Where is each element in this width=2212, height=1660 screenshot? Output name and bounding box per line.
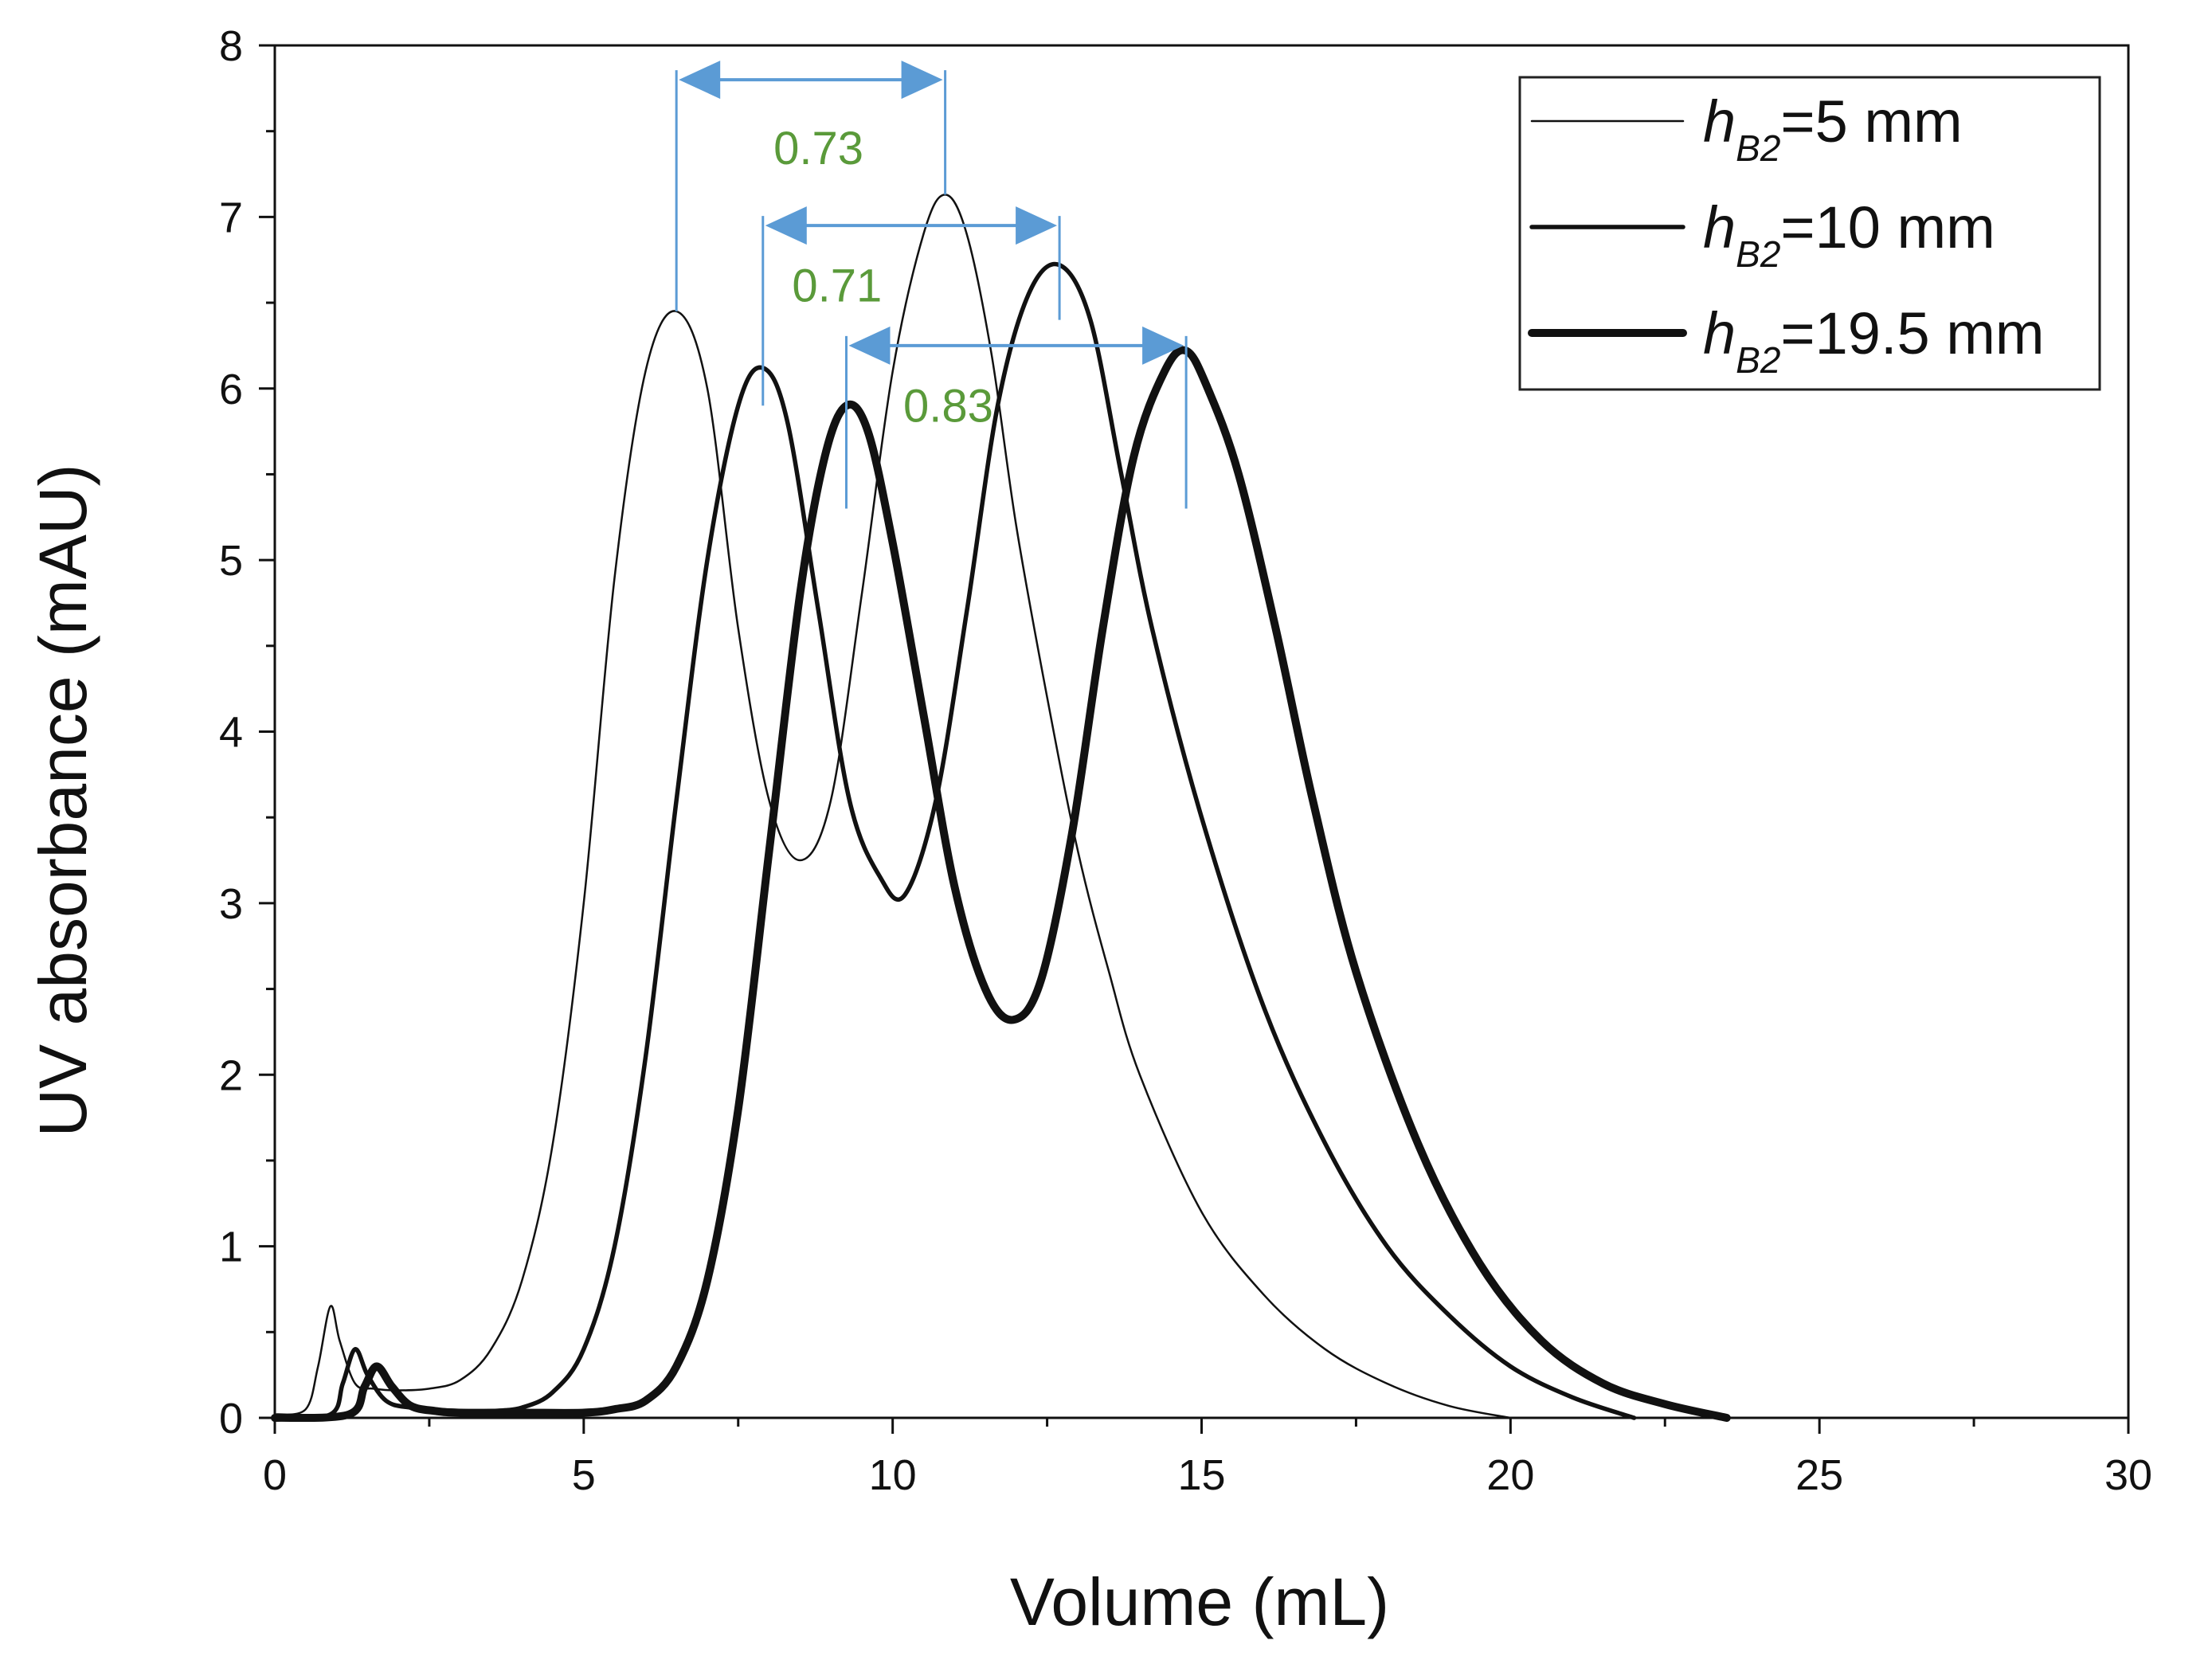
annotation-label: 0.71	[792, 260, 882, 312]
legend-label-subscript: B2	[1736, 233, 1780, 275]
peak-spacing-annotation: 0.71	[761, 206, 1061, 406]
peak-annotations: 0.73 0.71 0.83	[675, 61, 1188, 509]
x-tick-label: 5	[572, 1451, 596, 1499]
y-tick-label: 6	[219, 366, 243, 413]
x-tick-label: 10	[869, 1451, 917, 1499]
y-tick-label: 4	[219, 709, 243, 757]
y-tick-label: 3	[219, 880, 243, 928]
annotation-left-arrowhead	[765, 206, 807, 245]
legend-label-value: =10 mm	[1780, 194, 1995, 260]
y-tick-label: 1	[219, 1223, 243, 1271]
legend-label: hB2=19.5 mm	[1703, 300, 2045, 381]
annotation-left-arrowhead	[848, 326, 891, 365]
annotation-left-arrowhead	[679, 61, 721, 100]
legend-entry: hB2=10 mm	[1529, 194, 1995, 275]
annotation-label: 0.73	[773, 123, 863, 174]
x-tick-label: 30	[2104, 1451, 2152, 1499]
y-tick-label: 8	[219, 22, 243, 70]
legend-label-subscript: B2	[1736, 339, 1780, 381]
peak-spacing-annotation: 0.73	[675, 61, 947, 311]
y-tick-label: 2	[219, 1051, 243, 1099]
legend-label: hB2=5 mm	[1703, 88, 1963, 169]
axes: 0 5 10 15 20 25 30 0 1 2 3 4 5 6 7 8	[219, 22, 2152, 1499]
legend-entry: hB2=19.5 mm	[1528, 300, 2045, 381]
annotation-right-arrowhead	[1142, 326, 1184, 365]
series-curves	[271, 194, 1731, 1423]
annotation-right-arrowhead	[1016, 206, 1058, 245]
peak-spacing-annotation: 0.83	[844, 326, 1188, 509]
series-line-19-5mm	[271, 346, 1731, 1423]
legend-label-symbol: h	[1703, 300, 1736, 366]
x-axis-title: Volume (mL)	[1010, 1564, 1389, 1639]
series-line-5mm	[273, 194, 1512, 1419]
legend-label-symbol: h	[1703, 194, 1736, 260]
legend-label-subscript: B2	[1736, 127, 1780, 169]
x-tick-label: 25	[1795, 1451, 1843, 1499]
legend-label: hB2=10 mm	[1703, 194, 1995, 275]
x-tick-label: 15	[1177, 1451, 1225, 1499]
y-axis-title: UV absorbance (mAU)	[25, 464, 100, 1137]
y-tick-label: 0	[219, 1395, 243, 1443]
legend-label-symbol: h	[1703, 88, 1736, 155]
x-tick-label: 20	[1486, 1451, 1534, 1499]
legend-label-value: =19.5 mm	[1780, 300, 2044, 366]
legend-entry: hB2=5 mm	[1530, 88, 1963, 169]
annotation-right-arrowhead	[901, 61, 943, 100]
x-tick-label: 0	[263, 1451, 287, 1499]
annotation-label: 0.83	[903, 380, 993, 432]
y-tick-label: 7	[219, 194, 243, 241]
y-tick-label: 5	[219, 537, 243, 585]
legend-label-value: =5 mm	[1780, 88, 1962, 155]
legend-box	[1518, 76, 2101, 391]
